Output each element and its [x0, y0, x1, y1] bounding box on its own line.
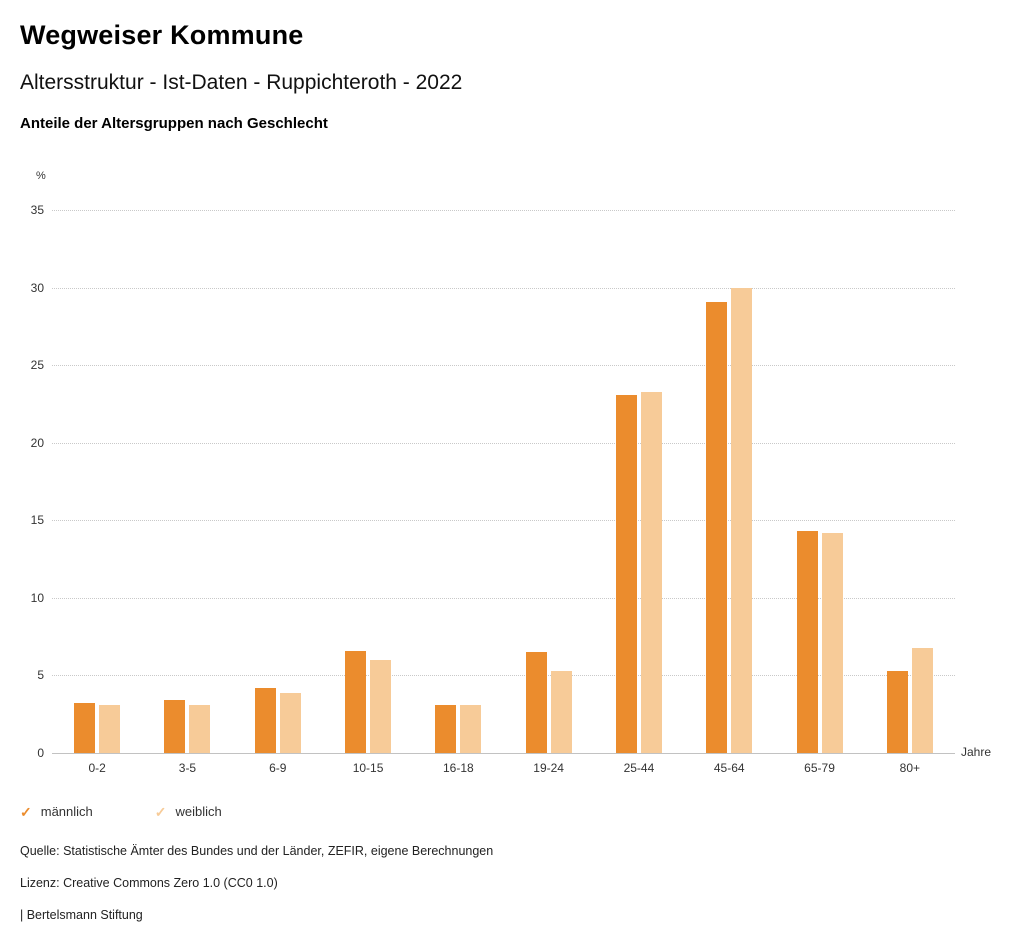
gridlines — [52, 210, 955, 754]
gridline-35 — [52, 210, 955, 211]
page-title: Wegweiser Kommune — [20, 20, 304, 50]
y-tick-label-20: 20 — [30, 435, 44, 450]
bar-männlich-19-24[interactable] — [525, 652, 547, 753]
legend-label: weiblich — [175, 804, 222, 819]
y-tick-label-25: 25 — [30, 358, 44, 373]
bar-männlich-6-9[interactable] — [254, 687, 276, 753]
bar-männlich-65-79[interactable] — [796, 531, 818, 753]
legend-item-weiblich[interactable]: ✓ weiblich — [155, 804, 222, 819]
footer: Quelle: Statistische Ämter des Bundes un… — [20, 844, 1004, 940]
legend-check-icon: ✓ — [154, 803, 167, 820]
legend-check-icon: ✓ — [20, 803, 32, 820]
license-text: Lizenz: Creative Commons Zero 1.0 (CC0 1… — [20, 876, 278, 890]
y-axis: 0 5 10 15 20 25 30 35 — [20, 203, 44, 760]
bar-weiblich-16-18[interactable] — [460, 704, 482, 753]
gridline-30 — [52, 287, 955, 289]
bar-männlich-3-5[interactable] — [164, 700, 186, 753]
y-axis-unit-label: % — [36, 170, 46, 182]
y-tick-label-5: 5 — [37, 668, 44, 683]
x-tick-label-19-24: 19-24 — [533, 761, 564, 775]
x-tick-label-65-79: 65-79 — [804, 761, 835, 775]
bar-männlich-25-44[interactable] — [615, 394, 637, 753]
bar-group-16-18 — [413, 210, 503, 753]
x-tick-label-3-5: 3-5 — [178, 761, 197, 775]
x-tick-label-6-9: 6-9 — [269, 761, 287, 775]
bar-männlich-0-2[interactable] — [74, 703, 96, 753]
bar-weiblich-3-5[interactable] — [189, 704, 211, 753]
y-tick-label-10: 10 — [30, 590, 44, 605]
bar-group-19-24 — [503, 210, 593, 753]
bar-weiblich-65-79[interactable] — [821, 532, 843, 753]
bar-männlich-10-15[interactable] — [345, 650, 367, 753]
x-axis: 0-2 3-5 6-9 10-15 16-18 19-24 25-44 45-64 65-79 8… — [52, 761, 955, 775]
bar-weiblich-10-15[interactable] — [370, 659, 392, 753]
attribution-text: | Bertelsmann Stiftung — [20, 908, 143, 922]
bar-group-0-2 — [52, 210, 142, 753]
gridline-15 — [52, 520, 955, 522]
y-tick-label-0: 0 — [37, 746, 44, 760]
bar-weiblich-45-64[interactable] — [731, 287, 753, 753]
x-tick-label-10-15: 10-15 — [352, 761, 384, 775]
bar-group-65-79 — [774, 210, 864, 753]
x-axis-unit-label: Jahre — [961, 745, 992, 759]
legend: ✓ männlich ✓ weiblich — [20, 804, 222, 819]
bar-weiblich-6-9[interactable] — [279, 692, 301, 753]
bar-männlich-80+[interactable] — [886, 670, 908, 753]
y-tick-label-30: 30 — [30, 280, 44, 295]
bar-group-80+ — [865, 210, 955, 753]
x-tick-label-80+: 80+ — [899, 761, 920, 775]
bar-groups — [52, 210, 955, 753]
bar-chart: % 0 5 10 15 20 25 30 35 0-2 3-5 6-9 10-15 16-18 19-2… — [20, 165, 1004, 785]
gridline-10 — [52, 597, 955, 599]
bar-group-3-5 — [142, 210, 232, 753]
x-tick-label-0-2: 0-2 — [88, 761, 106, 775]
bar-group-10-15 — [323, 210, 413, 753]
x-tick-label-25-44: 25-44 — [623, 761, 655, 775]
gridline-20 — [52, 442, 955, 444]
x-tick-label-16-18: 16-18 — [442, 761, 474, 775]
header: Wegweiser Kommune Altersstruktur - Ist-D… — [20, 20, 1004, 132]
chart-subtitle: Altersstruktur - Ist-Daten - Ruppichtero… — [20, 71, 463, 94]
gridline-25 — [52, 365, 955, 367]
gridline-5 — [52, 675, 955, 677]
gridline-0 — [52, 753, 955, 754]
bar-männlich-45-64[interactable] — [706, 301, 728, 753]
bar-group-25-44 — [594, 210, 684, 753]
bar-weiblich-0-2[interactable] — [99, 704, 121, 753]
y-tick-label-15: 15 — [30, 513, 44, 528]
plot-area — [52, 210, 955, 754]
legend-item-männlich[interactable]: ✓ männlich — [20, 804, 93, 819]
bar-group-45-64 — [684, 210, 774, 753]
chart-heading: Anteile der Altersgruppen nach Geschlech… — [20, 115, 328, 132]
source-text: Quelle: Statistische Ämter des Bundes un… — [20, 844, 494, 858]
bar-group-6-9 — [233, 210, 323, 753]
x-tick-label-45-64: 45-64 — [713, 761, 745, 775]
bar-weiblich-80+[interactable] — [911, 647, 933, 753]
bar-weiblich-19-24[interactable] — [550, 670, 572, 753]
bar-weiblich-25-44[interactable] — [640, 391, 662, 753]
y-tick-label-35: 35 — [30, 203, 44, 217]
legend-label: männlich — [40, 804, 93, 819]
bar-männlich-16-18[interactable] — [435, 704, 457, 753]
